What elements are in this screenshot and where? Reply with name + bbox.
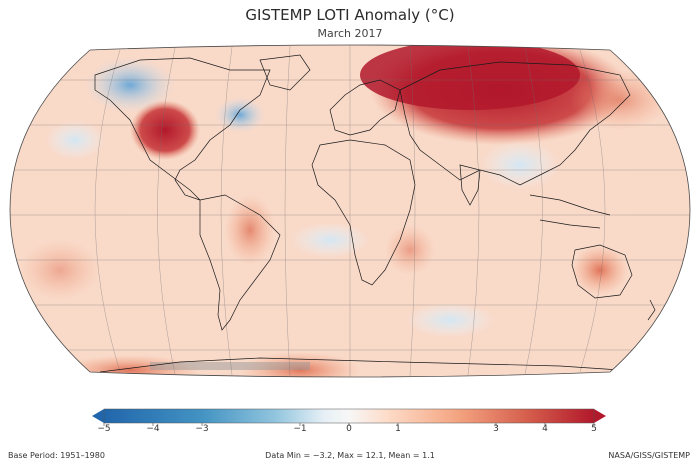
cold-anomaly-canada xyxy=(85,57,175,113)
colorbar-tick-label: −5 xyxy=(97,424,111,434)
warm-anomaly-western-us xyxy=(130,100,200,160)
graticule xyxy=(10,45,690,377)
map-title: GISTEMP LOTI Anomaly (°C) xyxy=(245,6,455,24)
colorbar-tick-label: 4 xyxy=(542,424,548,434)
colorbar-tick-label: 3 xyxy=(493,424,499,434)
continent-outlines xyxy=(94,54,656,373)
colorbar-tick-label: −1 xyxy=(293,424,307,434)
colorbar-tick-label: 1 xyxy=(395,424,401,434)
warm-anomaly-australia xyxy=(572,245,628,295)
colorbar-tick-label: −4 xyxy=(146,424,160,434)
data-stats-label: Data Min = −3.2, Max = 12.1, Mean = 1.1 xyxy=(265,451,435,460)
colorbar-gradient xyxy=(104,409,594,423)
base-period-label: Base Period: 1951–1980 xyxy=(8,451,105,460)
colorbar-tick-label: −3 xyxy=(195,424,209,434)
colorbar-max-arrow xyxy=(594,409,606,423)
colorbar-tick-label: 0 xyxy=(346,424,352,434)
colorbar xyxy=(92,408,606,426)
source-label: NASA/GISS/GISTEMP xyxy=(608,451,690,460)
colorbar-tick-label: 5 xyxy=(591,424,597,434)
map-subtitle: March 2017 xyxy=(317,27,383,40)
cold-anomaly-north-atlantic xyxy=(215,97,265,133)
colorbar-min-arrow xyxy=(92,409,104,423)
